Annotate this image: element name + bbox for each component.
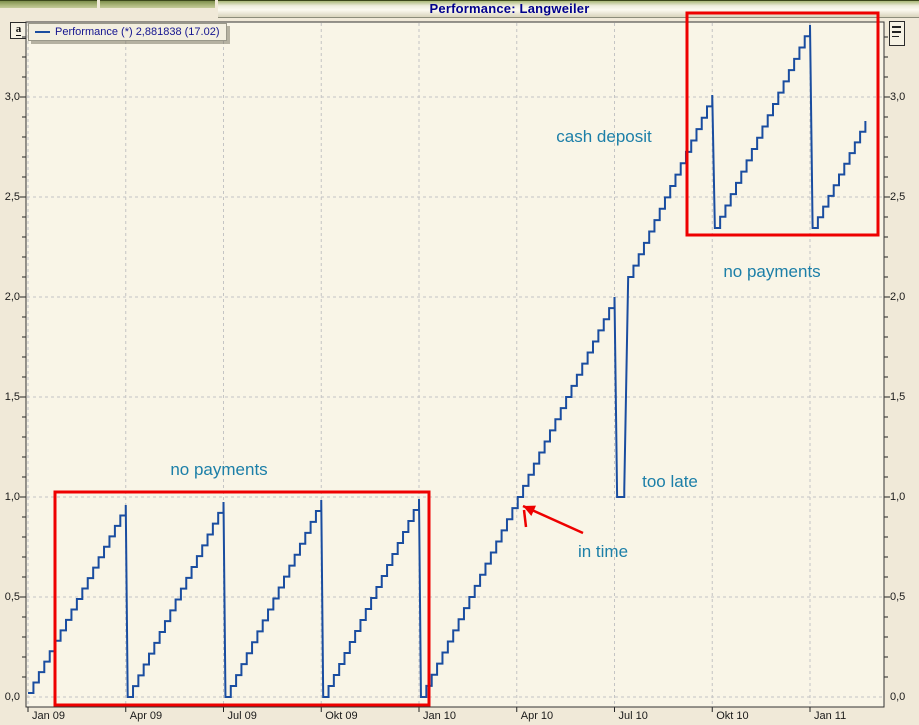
legend[interactable]: Performance (*) 2,881838 (17.02) bbox=[28, 23, 228, 41]
y-tick-label-right: 2,5 bbox=[890, 191, 906, 203]
y-tick-label-right: 1,0 bbox=[890, 491, 906, 503]
y-tick-label-left: 2,5 bbox=[4, 191, 20, 203]
legend-label: Performance (*) 2,881838 (17.02) bbox=[55, 26, 220, 38]
highlight-boxes bbox=[53, 11, 880, 707]
x-tick-label: Jul 10 bbox=[618, 710, 648, 722]
y-tick-label-left: 2,0 bbox=[4, 291, 20, 303]
x-tick-label: Jul 09 bbox=[227, 710, 257, 722]
pane-tab-middle[interactable] bbox=[100, 0, 215, 8]
axis-ticks bbox=[20, 36, 890, 712]
series-line bbox=[28, 24, 867, 698]
y-tick-label-left: 0,0 bbox=[4, 691, 20, 703]
y-tick-label-right: 0,5 bbox=[890, 591, 906, 603]
annotation-too-late: too late bbox=[642, 472, 698, 491]
x-tick-label: Jan 10 bbox=[423, 710, 457, 722]
y-tick-label-left: 1,5 bbox=[4, 391, 20, 403]
x-tick-label: Jan 09 bbox=[32, 710, 66, 722]
page-title: Performance: Langweiler bbox=[429, 1, 590, 16]
y-tick-label-right: 3,0 bbox=[890, 91, 906, 103]
plot-area bbox=[26, 22, 884, 707]
x-tick-label: Apr 09 bbox=[129, 710, 163, 722]
y-tick-label-left: 1,0 bbox=[4, 491, 20, 503]
x-tick-label: Okt 10 bbox=[716, 710, 749, 722]
annotation-in-time: in time bbox=[577, 542, 629, 561]
annotation-no-payments-left: no payments bbox=[170, 460, 268, 479]
y-tick-label-left: 0,5 bbox=[4, 591, 20, 603]
y-tick-label-right: 1,5 bbox=[890, 391, 906, 403]
letter-a-icon: a bbox=[15, 23, 22, 36]
pane-tab-left[interactable] bbox=[0, 0, 97, 8]
x-tick-label: Okt 09 bbox=[325, 710, 358, 722]
x-tick-label: Apr 10 bbox=[520, 710, 554, 722]
list-button[interactable] bbox=[889, 21, 905, 46]
y-tick-label-left: 3,0 bbox=[4, 91, 20, 103]
y-tick-label-right: 0,0 bbox=[890, 691, 906, 703]
annotation-cash-deposit: cash deposit bbox=[556, 127, 652, 146]
gridlines bbox=[27, 23, 883, 706]
plot-border bbox=[25, 21, 885, 708]
annotation-toggle-button[interactable]: a bbox=[10, 22, 27, 39]
series-swatch-icon bbox=[35, 31, 50, 33]
list-icon bbox=[892, 26, 901, 28]
header-bar: Performance: Langweiler bbox=[0, 0, 919, 18]
annotation-no-payments-right: no payments bbox=[723, 262, 821, 281]
annotation-arrow bbox=[522, 504, 584, 535]
x-tick-label: Jan 11 bbox=[814, 710, 847, 722]
y-tick-label-right: 2,0 bbox=[890, 291, 906, 303]
